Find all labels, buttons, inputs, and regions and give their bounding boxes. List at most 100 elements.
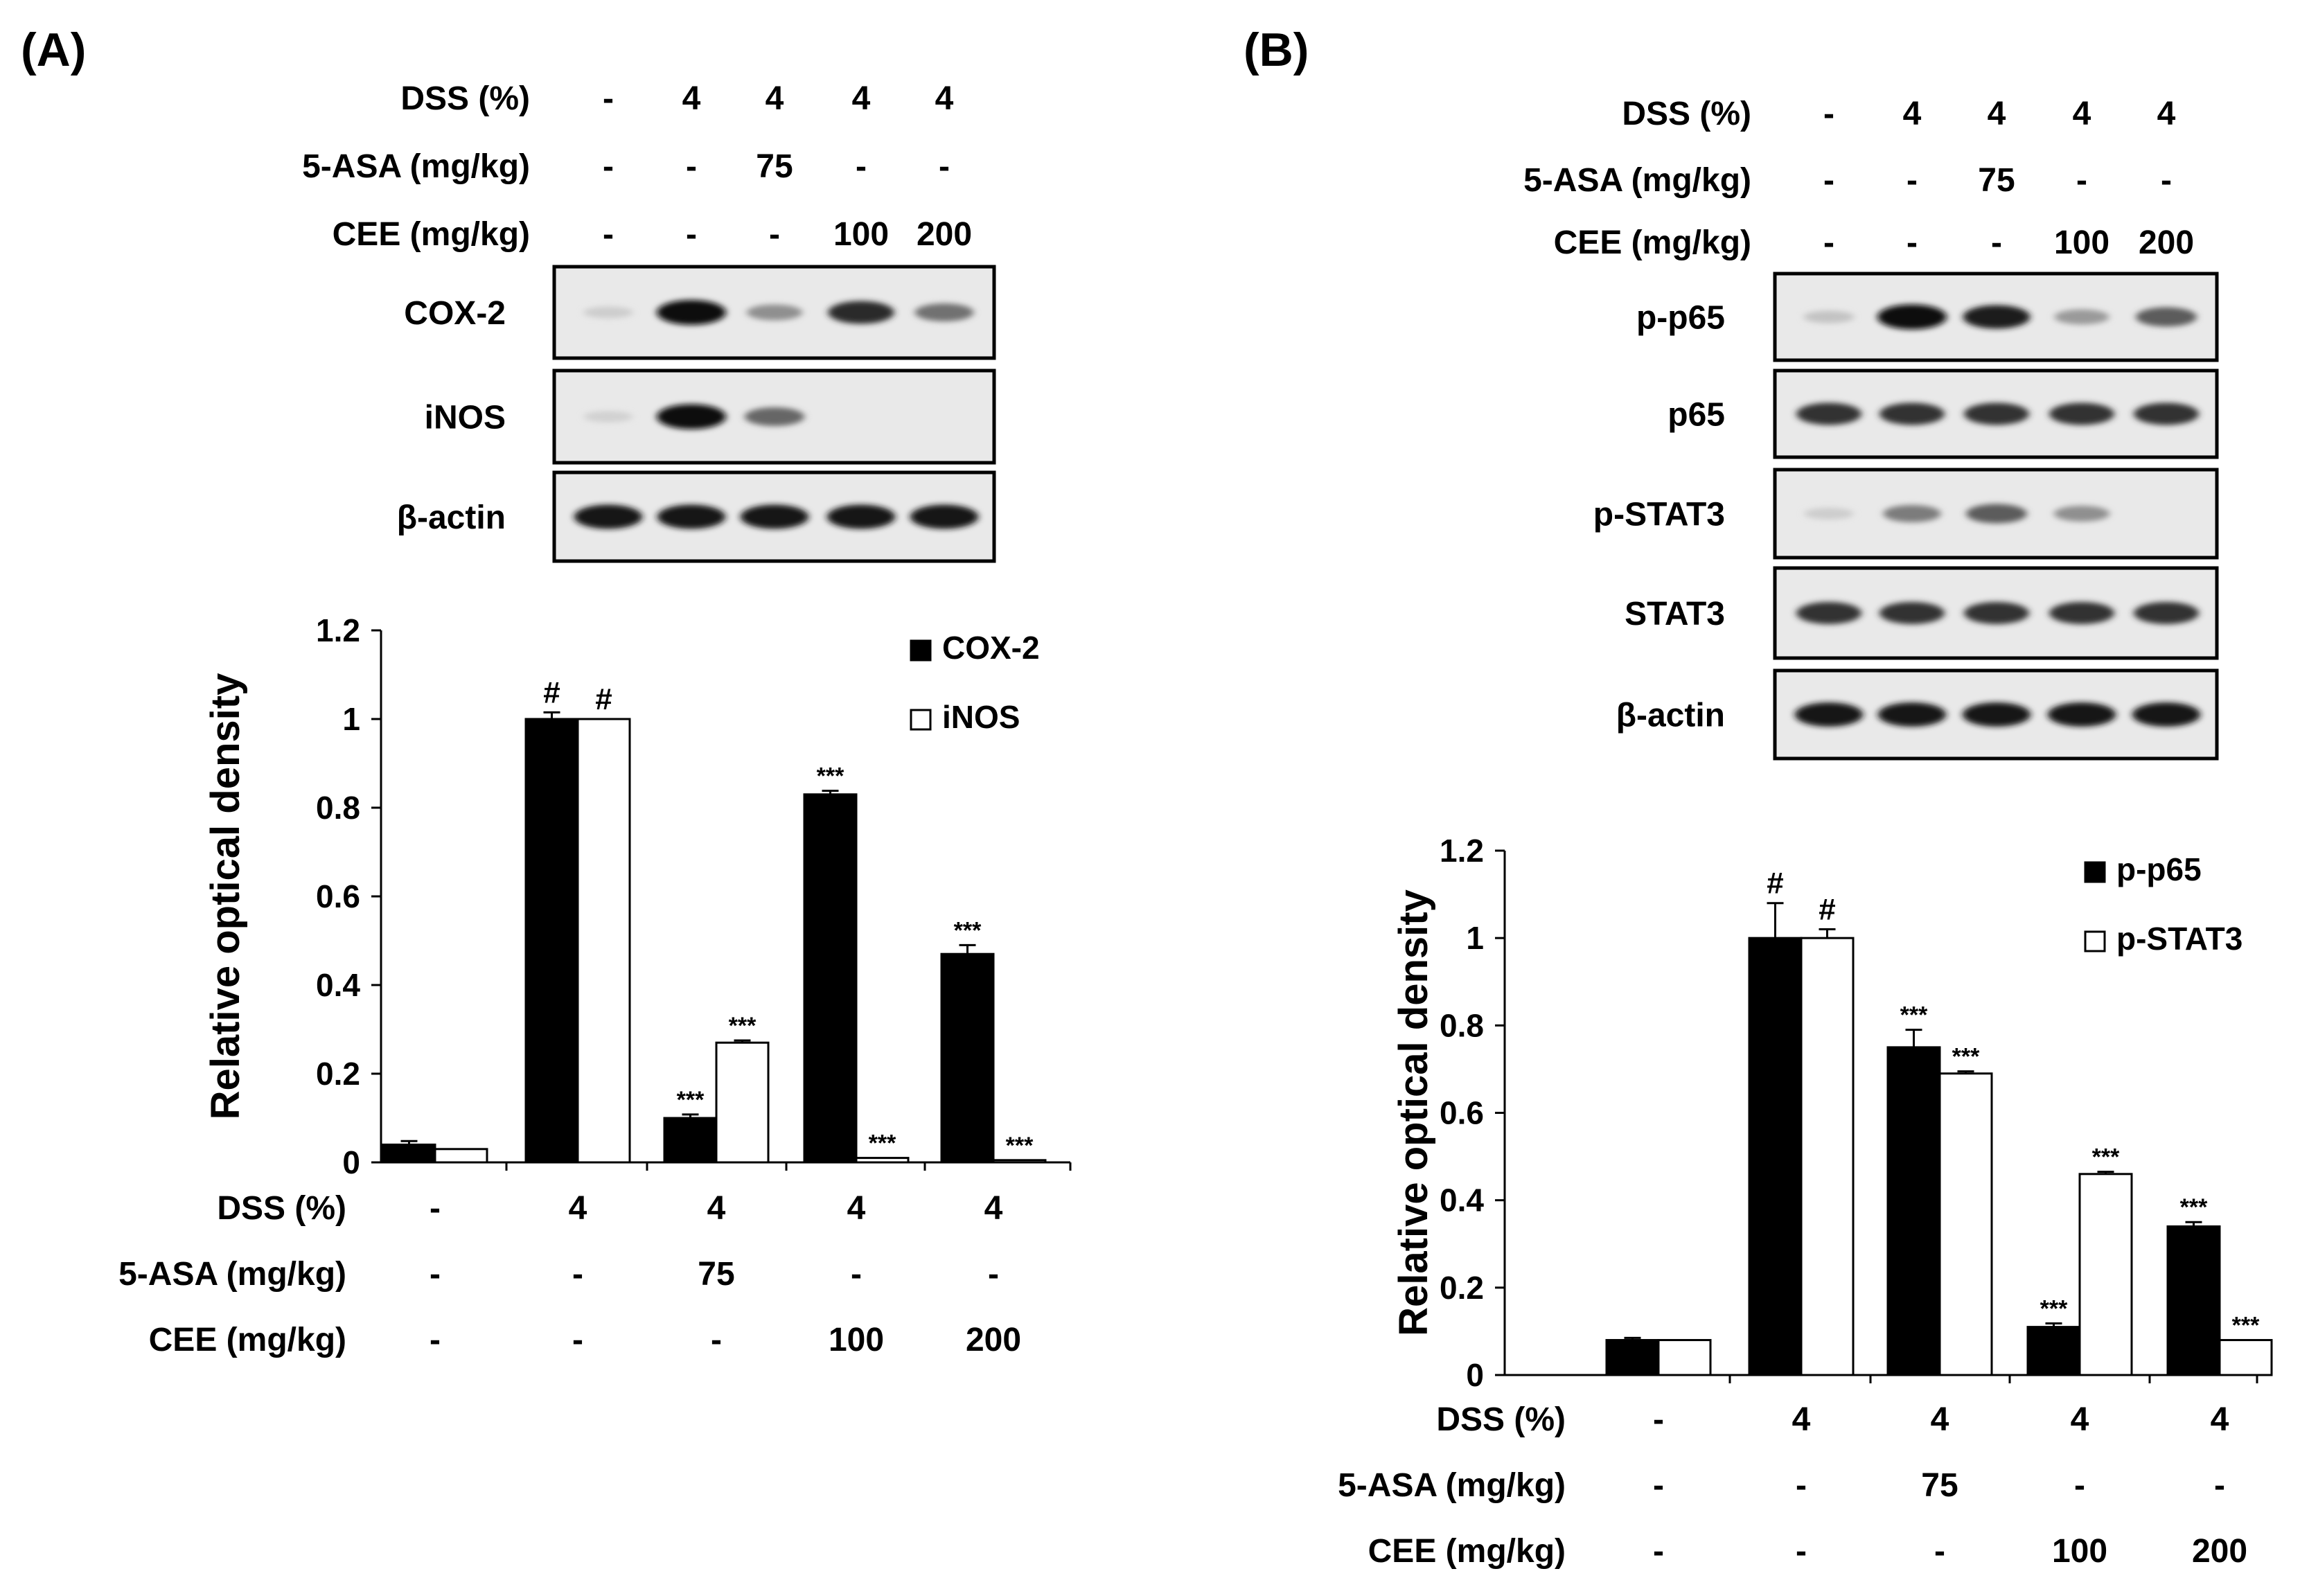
panel-b-blot-band: [2047, 702, 2116, 727]
panel-a-y-tick-label: 0.4: [316, 967, 360, 1003]
panel-b-chart-condition-label: DSS (%): [1436, 1401, 1566, 1438]
panel-b-bar-open: [2218, 1339, 2273, 1376]
panel-a-chart-condition-value: -: [988, 1256, 999, 1293]
panel-a-blot-band: [583, 306, 633, 319]
panel-b-legend-label: p-p65: [2116, 851, 2202, 887]
panel-a-chart-condition-label: DSS (%): [217, 1190, 346, 1227]
panel-a-bar-filled: [663, 1117, 718, 1164]
panel-b-chart-condition-value: -: [2214, 1467, 2225, 1504]
panel-a-chart-condition-label: 5-ASA (mg/kg): [118, 1256, 346, 1293]
panel-b-blot-band: [1962, 702, 2031, 727]
panel-a-significance-label: ***: [1006, 1133, 1034, 1159]
panel-b-chart-condition-value: -: [1653, 1401, 1664, 1438]
panel-b-bar-filled: [2166, 1225, 2221, 1376]
panel-a-bar-open: [992, 1159, 1047, 1164]
panel-a-bar-filled: [940, 952, 995, 1164]
panel-b-blot-band: [1964, 602, 2029, 624]
panel-b-significance-label: ***: [2040, 1296, 2068, 1322]
panel-a-chart-condition-value: 75: [698, 1256, 734, 1293]
panel-a-blot-strip: [552, 265, 996, 360]
panel-b-y-tick-label: 0.2: [1440, 1270, 1484, 1306]
panel-a-chart-condition-value: 4: [569, 1190, 587, 1227]
panel-a-blot-band: [657, 404, 726, 429]
panel-b-bar-filled: [1605, 1339, 1660, 1376]
panel-b-blot-condition-label: 5-ASA (mg/kg): [1523, 162, 1751, 199]
panel-b-blot-band: [2053, 506, 2110, 522]
panel-b-legend-swatch: [2084, 861, 2106, 883]
panel-a-legend-label: COX-2: [942, 630, 1040, 666]
panel-b-blot-strip: [1773, 272, 2219, 362]
panel-a-blot-condition-value: 75: [756, 148, 793, 185]
panel-b-blot-band: [1804, 508, 1854, 520]
panel-a-blot-strip-label: iNOS: [425, 400, 506, 436]
panel-b-blot-band: [2132, 702, 2201, 727]
panel-a-chart-condition-value: 4: [707, 1190, 726, 1227]
panel-a-blot-band: [910, 504, 979, 529]
panel-b-blot-condition-value: 75: [1978, 162, 2015, 199]
panel-b-blot-condition-value: 4: [1988, 96, 2006, 132]
panel-b-blot-strip: [1773, 468, 2219, 560]
panel-b-significance-label: #: [1819, 893, 1835, 927]
panel-b-blot-strip: [1773, 566, 2219, 660]
panel-b-blot-strip: [1773, 668, 2219, 761]
panel-a-blot-strip: [552, 470, 996, 563]
panel-a-y-tick-label: 0.6: [316, 878, 360, 914]
panel-a-significance-label: ***: [729, 1013, 757, 1039]
panel-b-blot-band: [2136, 307, 2197, 327]
panel-a-blot-condition-value: -: [603, 148, 614, 185]
panel-a-y-tick-label: 1.2: [316, 612, 360, 648]
panel-b-chart-condition-value: 4: [1792, 1401, 1811, 1438]
panel-a-significance-label: ***: [954, 917, 982, 943]
panel-b-blot-condition-value: -: [1823, 224, 1834, 261]
panel-b-chart-condition-label: CEE (mg/kg): [1368, 1533, 1566, 1570]
panel-b-bar-filled: [1748, 937, 1803, 1376]
panel-a-y-axis-title: Relative optical density: [203, 673, 248, 1120]
panel-b-chart-condition-value: -: [1934, 1533, 1945, 1570]
panel-b-blot-band: [2134, 602, 2199, 624]
panel-b-blot-condition-value: -: [1907, 224, 1918, 261]
panel-a-blot-condition-value: -: [856, 148, 867, 185]
panel-a-chart-condition-value: -: [711, 1322, 722, 1358]
panel-a-y-tick-label: 0.2: [316, 1056, 360, 1092]
panel-a-chart-condition-value: 100: [829, 1322, 884, 1358]
panel-b-blot-strip-label: β-actin: [1616, 698, 1725, 734]
panel-b-blot-condition-value: -: [2161, 162, 2172, 199]
panel-a-significance-label: ***: [817, 763, 844, 790]
panel-a-bar-open: [715, 1041, 770, 1164]
panel-b-blot-strip-label: p-STAT3: [1593, 497, 1725, 533]
panel-b-y-tick-label: 1: [1466, 920, 1484, 956]
panel-a-blot-strip-label: β-actin: [397, 499, 506, 536]
panel-a-label: (A): [21, 24, 86, 76]
panel-b-bar-open: [1800, 937, 1855, 1376]
panel-b-blot-band: [2049, 402, 2114, 425]
panel-b-blot-condition-value: 4: [1903, 96, 1922, 132]
panel-b-blot-band: [1964, 402, 2029, 425]
panel-a-blot-condition-value: 4: [935, 80, 954, 117]
panel-b-chart-condition-value: -: [1653, 1467, 1664, 1504]
panel-b-blot-condition-label: CEE (mg/kg): [1554, 224, 1751, 261]
panel-a-significance-label: ***: [677, 1087, 705, 1113]
panel-b-chart-condition-value: 4: [1931, 1401, 1949, 1438]
panel-a-chart-condition-value: -: [430, 1190, 441, 1227]
panel-b-bar-open: [2078, 1173, 2133, 1376]
panel-b-blot-condition-value: 4: [2157, 96, 2176, 132]
panel-b-blot-band: [1877, 702, 1947, 727]
panel-a-blot-condition-label: CEE (mg/kg): [333, 216, 530, 253]
panel-a-significance-label: #: [543, 675, 560, 709]
panel-b-chart-condition-value: 75: [1921, 1467, 1958, 1504]
panel-b-significance-label: ***: [1900, 1002, 1928, 1029]
panel-a-blot-band: [746, 304, 803, 321]
panel-b-chart-condition-value: -: [1796, 1467, 1807, 1504]
panel-a-blot-condition-value: -: [686, 216, 697, 253]
panel-b-blot-strip-label: p65: [1668, 397, 1725, 434]
panel-a-blot-band: [574, 504, 643, 529]
panel-b-blot-band: [1794, 702, 1864, 727]
panel-a-legend-swatch: [910, 709, 932, 731]
panel-b-significance-label: ***: [1952, 1044, 1980, 1070]
panel-a-blot-condition-value: -: [603, 80, 614, 117]
panel-a-blot-band: [740, 504, 809, 529]
panel-b-significance-label: ***: [2232, 1313, 2260, 1339]
panel-a-blot-band: [744, 407, 805, 426]
panel-b-bar-open: [1657, 1339, 1712, 1376]
